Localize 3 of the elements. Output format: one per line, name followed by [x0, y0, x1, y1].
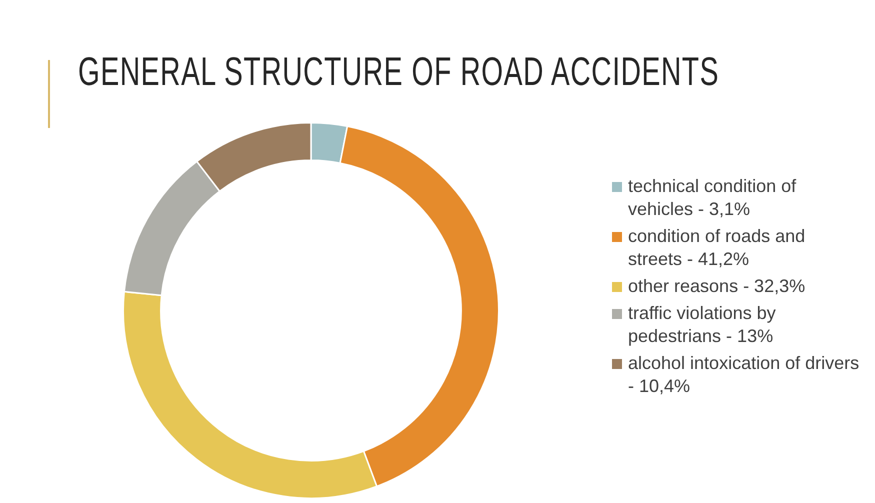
legend-label: alcohol intoxication of drivers - 10,4%	[628, 352, 860, 398]
chart-title: GENERAL STRUCTURE OF ROAD ACCIDENTS	[78, 50, 720, 95]
legend-label: other reasons - 32,3%	[628, 275, 806, 298]
